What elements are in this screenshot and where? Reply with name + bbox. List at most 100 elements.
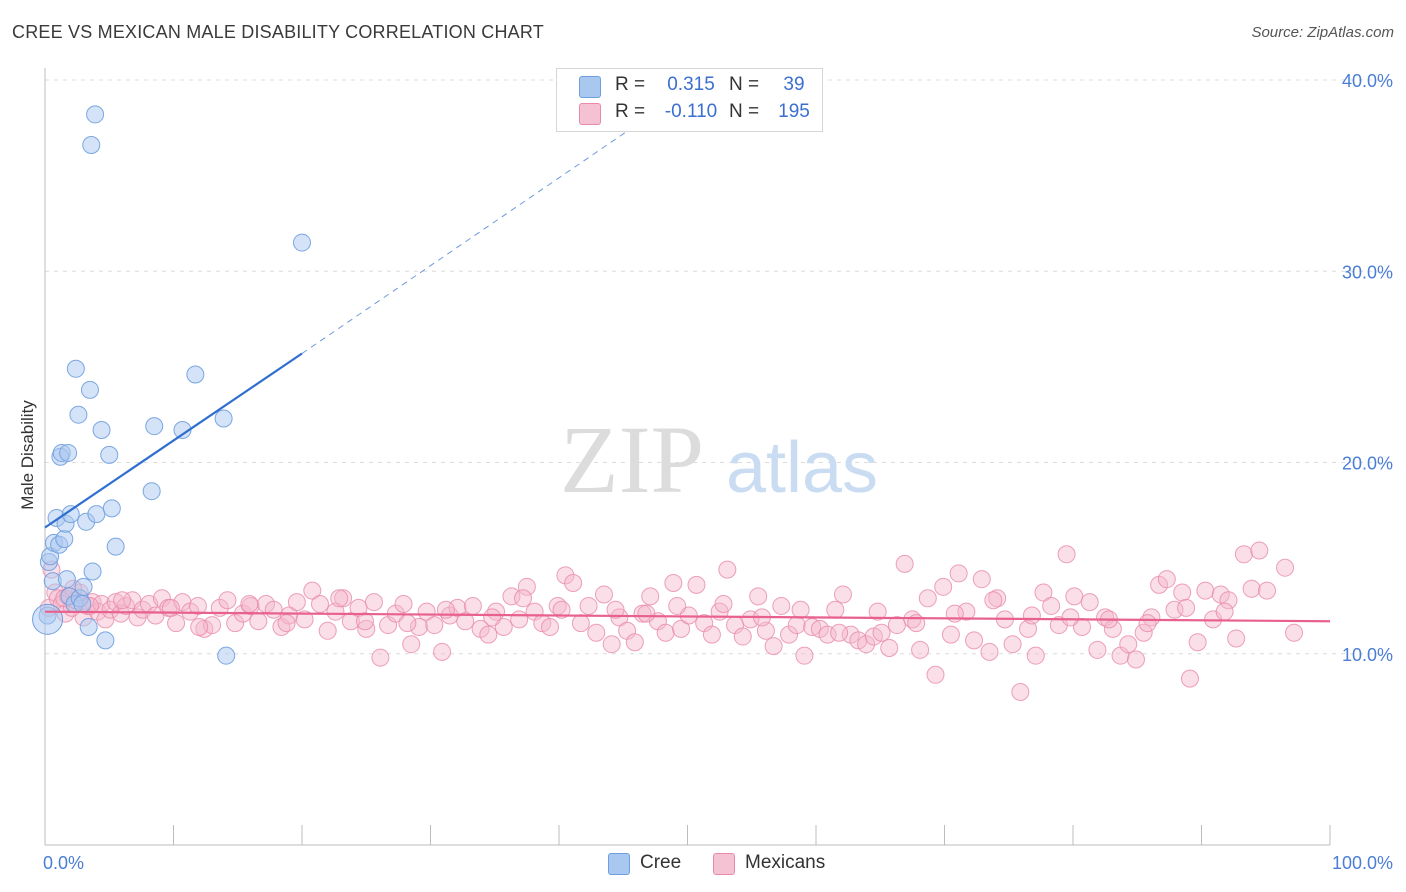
- legend-n-label: N =: [729, 101, 760, 122]
- mexicans-point: [764, 637, 783, 656]
- x-tick-label: 0.0%: [43, 853, 84, 873]
- mexicans-point: [357, 619, 376, 638]
- mexicans-point: [1165, 600, 1184, 619]
- mexicans-point: [980, 642, 999, 661]
- legend-label-cree: Cree: [640, 852, 682, 873]
- mexicans-point: [364, 593, 383, 612]
- mexicans-point: [1250, 541, 1269, 560]
- mexicans-point: [857, 635, 876, 654]
- mexicans-point: [756, 621, 775, 640]
- mexicans-point: [1196, 581, 1215, 600]
- legend-r-label: R =: [615, 74, 646, 95]
- cree-point: [96, 631, 115, 650]
- watermark-atlas: atlas: [726, 428, 878, 508]
- mexicans-point: [606, 600, 625, 619]
- cree-point: [100, 445, 119, 464]
- cree-points: [32, 105, 311, 665]
- mexicans-point: [1276, 558, 1295, 577]
- mexicans-point: [1057, 545, 1076, 564]
- mexicans-point: [1215, 602, 1234, 621]
- correlation-legend: R = 0.315 N = 39 R = -0.110 N = 195: [556, 68, 823, 132]
- mexicans-point: [483, 608, 502, 627]
- cree-point: [92, 420, 111, 439]
- mexicans-point: [494, 617, 513, 636]
- y-tick-label: 10.0%: [1342, 645, 1393, 665]
- mexicans-point: [749, 587, 768, 606]
- legend-n-label: N =: [729, 74, 760, 95]
- mexicans-point: [733, 627, 752, 646]
- mexicans-swatch: [713, 853, 735, 875]
- cree-point: [57, 570, 76, 589]
- mexicans-point: [833, 585, 852, 604]
- mexicans-point: [417, 602, 436, 621]
- cree-point: [69, 405, 88, 424]
- mexicans-point: [972, 570, 991, 589]
- mexicans-point: [326, 602, 345, 621]
- mexicans-point: [1003, 635, 1022, 654]
- cree-point: [214, 409, 233, 428]
- cree-point: [80, 380, 99, 399]
- mexicans-point: [502, 587, 521, 606]
- mexicans-point: [1138, 614, 1157, 633]
- mexicans-point: [433, 642, 452, 661]
- mexicans-point: [818, 625, 837, 644]
- mexicans-point: [594, 585, 613, 604]
- mexicans-point: [787, 616, 806, 635]
- mexicans-point: [1242, 579, 1261, 598]
- cree-point: [87, 505, 106, 524]
- mexicans-point: [926, 665, 945, 684]
- cree-point: [59, 443, 78, 462]
- mexicans-point: [161, 598, 180, 617]
- mexicans-point: [1258, 581, 1277, 600]
- mexicans-point: [772, 596, 791, 615]
- cree-point: [86, 105, 105, 124]
- mexicans-point: [552, 600, 571, 619]
- cree-point: [82, 136, 101, 155]
- mexicans-point: [564, 573, 583, 592]
- mexicans-point: [425, 616, 444, 635]
- mexicans-point: [277, 614, 296, 633]
- cree-point: [74, 577, 93, 596]
- axes: [44, 68, 1331, 846]
- cree-point: [186, 365, 205, 384]
- gridlines: [45, 79, 1392, 655]
- mexicans-point: [113, 591, 132, 610]
- cree-point: [217, 646, 236, 665]
- mexicans-point: [687, 575, 706, 594]
- mexicans-point: [1042, 596, 1061, 615]
- mexicans-point: [394, 595, 413, 614]
- mexicans-point: [911, 640, 930, 659]
- mexicans-point: [872, 623, 891, 642]
- mexicans-point: [1134, 623, 1153, 642]
- mexicans-point: [1022, 606, 1041, 625]
- mexicans-point: [371, 648, 390, 667]
- mexicans-point: [1177, 598, 1196, 617]
- mexicans-point: [355, 612, 374, 631]
- mexicans-point: [510, 610, 529, 629]
- mexicans-point: [718, 560, 737, 579]
- mexicans-point: [1234, 545, 1253, 564]
- source-label: Source: ZipAtlas.com: [1251, 24, 1394, 41]
- mexicans-point: [448, 598, 467, 617]
- mexicans-point: [641, 587, 660, 606]
- cree-trendline-extension: [301, 115, 650, 354]
- mexicans-point: [240, 595, 259, 614]
- mexicans-point: [1034, 583, 1053, 602]
- mexicans-point: [579, 596, 598, 615]
- mexicans-point: [918, 589, 937, 608]
- chart-title: CREE VS MEXICAN MALE DISABILITY CORRELAT…: [12, 22, 544, 42]
- mexicans-point: [949, 564, 968, 583]
- mexicans-point: [984, 591, 1003, 610]
- mexicans-point: [173, 593, 192, 612]
- cree-point: [106, 537, 125, 556]
- legend-r-label: R =: [615, 101, 646, 122]
- mexicans-point: [625, 633, 644, 652]
- cree-point: [32, 603, 64, 635]
- cree-point: [66, 359, 85, 378]
- mexicans-point: [1219, 591, 1238, 610]
- mexicans-point: [310, 595, 329, 614]
- mexicans-point: [934, 577, 953, 596]
- cree-point: [173, 420, 192, 439]
- mexicans-point: [1180, 669, 1199, 688]
